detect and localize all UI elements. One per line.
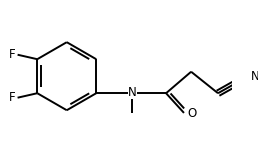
Text: O: O xyxy=(188,107,197,120)
Text: F: F xyxy=(9,48,16,61)
Text: N: N xyxy=(128,86,136,99)
Text: N: N xyxy=(251,70,258,83)
Text: F: F xyxy=(9,91,16,104)
